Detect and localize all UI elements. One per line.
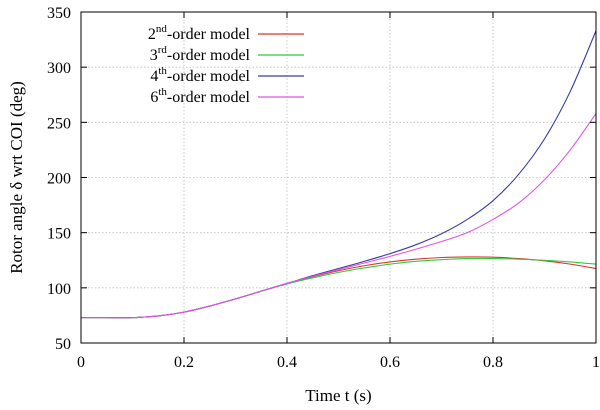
x-tick-label: 0.4 [277,354,297,371]
x-tick-label: 0.6 [380,354,400,371]
x-tick-label: 0.8 [483,354,503,371]
x-tick-label: 0 [77,354,85,371]
y-tick-label: 350 [47,5,71,22]
x-tick-label: 0.2 [174,354,194,371]
y-axis-title: Rotor angle δ wrt COI (deg) [7,81,26,274]
series-lines [81,30,597,319]
y-tick-label: 150 [47,226,71,243]
legend-label: 2nd-order model [148,23,251,43]
series-line-4 [81,113,597,319]
legend-item: 4th-order model [150,65,304,85]
y-tick-label: 100 [47,281,71,298]
x-tick-label: 1 [592,354,600,371]
legend-item: 2nd-order model [148,23,304,43]
y-tick-label: 300 [47,60,71,77]
y-tick-label: 50 [55,336,71,353]
legend-label: 4th-order model [150,65,250,85]
y-tick-label: 250 [47,115,71,132]
legend-item: 6th-order model [150,86,304,106]
y-tick-label: 200 [47,171,71,188]
legend-item: 3rd-order model [150,44,304,64]
grid [81,12,596,343]
legend-label: 3rd-order model [150,44,251,64]
x-axis-title: Time t (s) [305,386,371,405]
series-line-1 [81,256,597,319]
legend-label: 6th-order model [150,86,250,106]
